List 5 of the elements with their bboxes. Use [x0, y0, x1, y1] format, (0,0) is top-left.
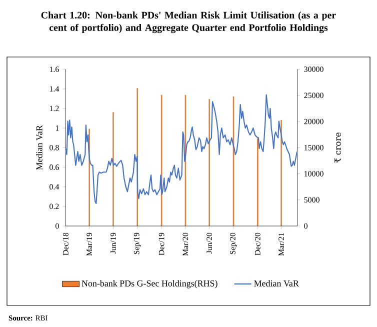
legend-label: Non-bank PDs G-Sec Holdings(RHS) — [82, 280, 218, 288]
chart-title: Chart 1.20: Non-bank PDs' Median Risk Limit Utilisation (as a per cent of portfolio) and Aggregate Quarter end Portfolio Holdings — [41, 12, 336, 34]
y-axis-title: Median VaR — [36, 125, 42, 170]
legend-label: Median VaR — [254, 280, 299, 286]
y2-axis-title: ₹ crore — [334, 132, 341, 163]
